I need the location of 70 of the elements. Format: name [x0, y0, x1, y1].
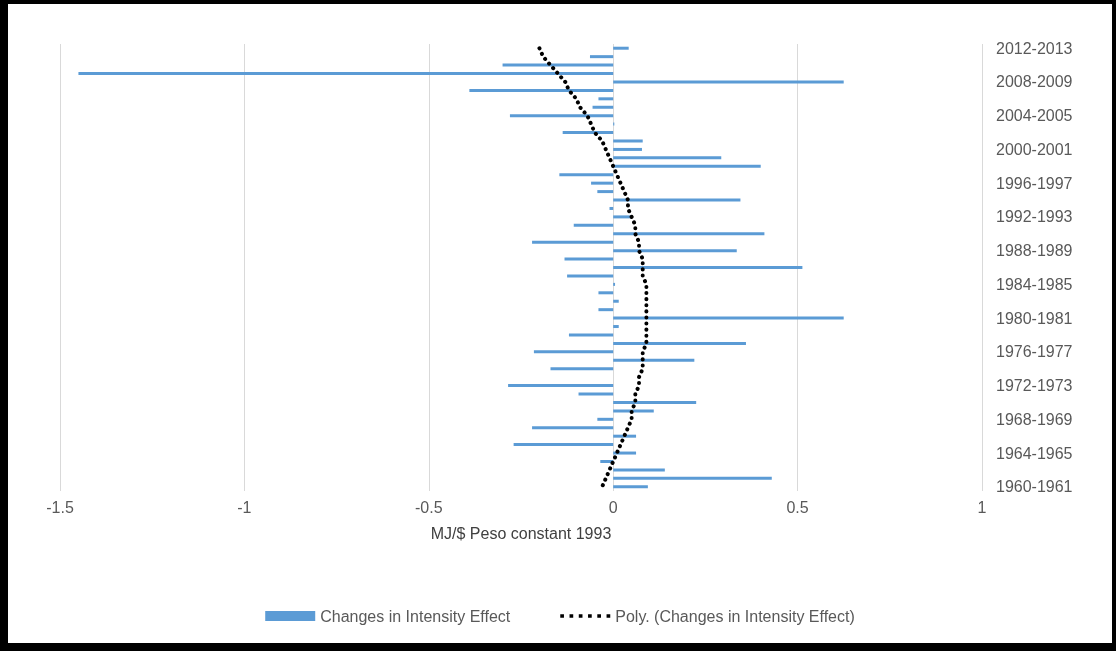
y-tick-label: 2012-2013 — [996, 39, 1073, 57]
bar — [469, 88, 614, 92]
y-tick-label: 2004-2005 — [996, 107, 1073, 125]
bar — [533, 350, 614, 354]
bar — [613, 341, 746, 345]
bar — [613, 476, 772, 480]
bar — [613, 147, 642, 151]
legend-label: Changes in Intensity Effect — [320, 607, 511, 625]
bar — [613, 156, 722, 160]
y-tick-label: 1992-1993 — [996, 208, 1073, 226]
bar — [509, 114, 614, 118]
bar — [613, 468, 665, 472]
y-tick-label: 1988-1989 — [996, 242, 1073, 260]
x-tick-label: 0.5 — [786, 498, 809, 516]
y-tick-label: 1960-1961 — [996, 478, 1073, 496]
bar — [592, 105, 614, 109]
bar — [613, 80, 844, 84]
y-tick-label: 1996-1997 — [996, 174, 1073, 192]
bar — [598, 291, 614, 295]
bar — [508, 384, 614, 388]
bar — [568, 333, 614, 337]
bar — [613, 434, 637, 438]
bar — [564, 257, 614, 261]
bar — [502, 63, 614, 67]
bar — [613, 358, 695, 362]
bar — [613, 451, 637, 455]
bar — [613, 249, 737, 253]
bar — [613, 325, 619, 329]
bar — [613, 400, 697, 404]
bar — [567, 274, 614, 278]
bar — [613, 266, 803, 269]
bar — [613, 46, 629, 50]
bar — [578, 392, 614, 396]
bar — [532, 240, 614, 244]
bar — [598, 308, 614, 312]
bar — [591, 181, 614, 185]
legend-label: Poly. (Changes in Intensity Effect) — [615, 607, 855, 625]
y-tick-label: 2000-2001 — [996, 140, 1073, 158]
y-tick-label: 1976-1977 — [996, 343, 1073, 361]
y-tick-label: 1968-1969 — [996, 410, 1073, 428]
y-tick-label: 1984-1985 — [996, 275, 1073, 293]
x-axis-title: MJ/$ Peso constant 1993 — [430, 524, 612, 542]
y-tick-label: 1980-1981 — [996, 309, 1073, 327]
x-tick-label: -1.5 — [46, 498, 74, 516]
bar — [573, 223, 614, 227]
bar — [532, 426, 614, 430]
y-tick-label: 1964-1965 — [996, 444, 1073, 462]
y-tick-label: 1972-1973 — [996, 377, 1073, 395]
x-tick-label: -1 — [237, 498, 252, 516]
bar — [513, 443, 614, 447]
bar — [613, 164, 761, 168]
bar — [613, 232, 765, 236]
bar — [613, 139, 643, 143]
bar — [613, 299, 619, 303]
bar — [598, 97, 614, 101]
bar — [597, 190, 614, 194]
bar — [559, 173, 614, 177]
bar — [562, 131, 614, 135]
bar — [550, 367, 614, 371]
bar — [613, 316, 844, 320]
bar — [613, 409, 654, 413]
bar — [597, 417, 614, 421]
bar — [613, 485, 648, 489]
x-tick-label: 0 — [608, 498, 618, 516]
x-tick-label: -0.5 — [415, 498, 443, 516]
y-tick-label: 2008-2009 — [996, 73, 1073, 91]
x-tick-label: 1 — [977, 498, 987, 516]
bar — [589, 55, 614, 59]
bar — [613, 198, 741, 202]
bar — [78, 72, 614, 76]
